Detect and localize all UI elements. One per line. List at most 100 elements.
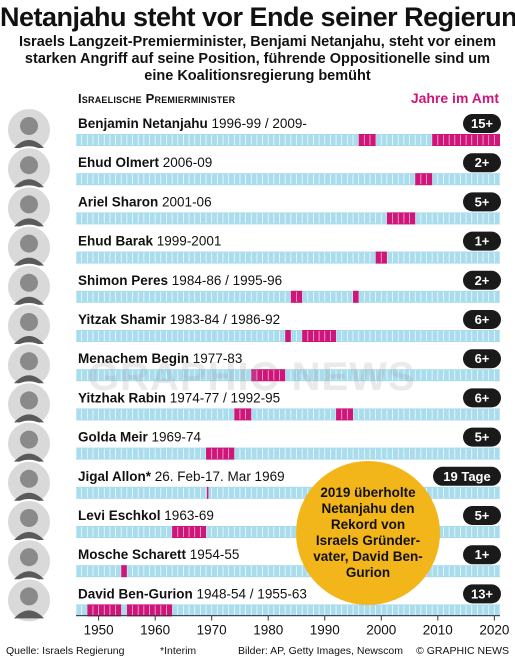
- years-badge: [463, 506, 501, 525]
- term-bar: [121, 565, 127, 578]
- pm-name: Jigal Allon*: [78, 469, 155, 484]
- portrait-shoulders-icon: [14, 218, 44, 227]
- years-badge-label: 5+: [475, 194, 490, 209]
- x-tick-label: 1980: [253, 623, 283, 638]
- timeline-track: [76, 290, 500, 303]
- term-bar: [336, 408, 354, 421]
- portrait-shoulders-icon: [14, 492, 44, 501]
- footer-copyright: © GRAPHIC NEWS: [416, 645, 509, 657]
- pm-name: Mosche Scharett: [78, 547, 190, 562]
- years-badge-label: 6+: [475, 390, 490, 405]
- x-tick-label: 2020: [479, 623, 509, 638]
- timeline-track: [76, 565, 500, 578]
- portrait-shoulders-icon: [14, 375, 44, 384]
- pm-years: 2001-06: [162, 194, 212, 209]
- timeline-track: [76, 134, 500, 146]
- pm-name-label: Menachem Begin 1977-83: [78, 351, 242, 366]
- portrait-shoulders-icon: [14, 336, 44, 344]
- pm-years: 1996-99 / 2009-: [212, 116, 307, 131]
- legend-label: Jahre im Amt: [410, 90, 499, 106]
- pm-name-label: Golda Meir 1969-74: [78, 430, 202, 445]
- years-badge: [463, 388, 501, 408]
- portrait-shoulders-icon: [14, 571, 44, 580]
- timeline-track: [76, 251, 500, 264]
- x-tick-label: 1990: [310, 623, 340, 638]
- portrait-head-icon: [20, 509, 38, 527]
- portrait-shoulders-icon: [14, 453, 44, 462]
- footer-interim: *Interim: [160, 645, 197, 657]
- term-bar: [206, 486, 209, 499]
- years-badge-label: 5+: [475, 430, 490, 445]
- portrait-head-icon: [20, 195, 38, 214]
- years-badge: [463, 192, 501, 212]
- portrait-head-icon: [20, 117, 38, 135]
- x-tick-label: 2010: [423, 623, 453, 638]
- x-tick-label: 1970: [197, 623, 227, 638]
- pm-years: 1948-54 / 1955-63: [197, 586, 307, 601]
- portrait-head-icon: [20, 234, 38, 253]
- footer-credits: Bilder: AP, Getty Images, Newscom: [238, 645, 403, 657]
- years-badge: [463, 584, 501, 604]
- portrait-head-icon: [20, 430, 38, 449]
- years-badge-label: 2+: [475, 155, 490, 170]
- portrait-shoulders-icon: [14, 296, 44, 305]
- years-badge-label: 1+: [475, 547, 490, 562]
- years-badge: [463, 310, 501, 329]
- pm-name: Ehud Olmert: [78, 155, 163, 170]
- pm-name: David Ben-Gurion: [78, 586, 197, 601]
- pm-years: 1954-55: [190, 547, 240, 562]
- portrait-head-icon: [20, 587, 38, 606]
- portrait-head-icon: [20, 352, 38, 371]
- years-badge: [463, 349, 501, 369]
- term-bar: [234, 408, 252, 421]
- pm-name-label: Benjamin Netanjahu 1996-99 / 2009-: [78, 116, 307, 131]
- section-label: Israelische Premierminister: [78, 91, 236, 106]
- portrait-shoulders-icon: [14, 610, 44, 619]
- years-badge: [463, 427, 501, 447]
- pm-name: Ariel Sharon: [78, 194, 162, 209]
- term-bar: [415, 173, 433, 186]
- timeline-track: [76, 173, 500, 186]
- years-badge: [463, 114, 501, 133]
- pm-years: 1974-77 / 1992-95: [170, 390, 280, 405]
- term-bar: [386, 212, 416, 225]
- pm-name: Yitzak Shamir: [78, 312, 170, 327]
- years-badge-label: 13+: [471, 586, 493, 601]
- pm-years: 1977-83: [193, 351, 243, 366]
- watermark: GRAPHIC NEWS: [88, 355, 416, 399]
- pm-name: Ehud Barak: [78, 234, 157, 249]
- portrait-head-icon: [20, 469, 38, 488]
- pm-years: 2006-09: [163, 155, 213, 170]
- timeline-track: [76, 369, 500, 382]
- pm-name-label: Levi Eschkol 1963-69: [78, 508, 214, 523]
- record-callout: 2019 überholte Netanjahu den Rekord von …: [296, 461, 440, 605]
- page-title: Netanjahu steht vor Ende seiner Regierun…: [0, 2, 515, 32]
- portrait-shoulders-icon: [14, 414, 44, 423]
- pm-years: 1963-69: [164, 508, 214, 523]
- portrait-head-icon: [20, 273, 38, 292]
- x-tick-label: 1960: [140, 623, 170, 638]
- pm-years: 1999-2001: [157, 234, 222, 249]
- pm-name-label: Ariel Sharon 2001-06: [78, 194, 212, 209]
- timeline-track: [76, 486, 500, 499]
- years-badge: [433, 466, 501, 486]
- years-badge-label: 15+: [471, 116, 493, 131]
- pm-name: Benjamin Netanjahu: [78, 116, 212, 131]
- years-badge-label: 1+: [475, 234, 490, 249]
- years-badge: [463, 270, 501, 290]
- pm-name-label: Shimon Peres 1984-86 / 1995-96: [78, 273, 282, 288]
- pm-name-label: Ehud Olmert 2006-09: [78, 155, 212, 170]
- timeline-track: [76, 408, 500, 421]
- portrait-head-icon: [20, 156, 38, 175]
- pm-name: Yitzhak Rabin: [78, 390, 170, 405]
- pm-name-label: Mosche Scharett 1954-55: [78, 547, 239, 562]
- term-bar: [285, 330, 291, 342]
- years-badge-label: 5+: [475, 508, 490, 523]
- timeline-track: [76, 447, 500, 460]
- timeline-track: [76, 212, 500, 225]
- years-badge-label: 6+: [475, 351, 490, 366]
- x-tick-label: 2000: [366, 623, 396, 638]
- portrait-shoulders-icon: [14, 179, 44, 188]
- callout-text: 2019 überholte Netanjahu den Rekord von …: [313, 485, 423, 580]
